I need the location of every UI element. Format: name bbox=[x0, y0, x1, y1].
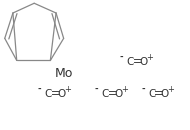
Text: +: + bbox=[64, 85, 71, 94]
Text: +: + bbox=[168, 85, 174, 94]
Text: C: C bbox=[127, 57, 134, 67]
Text: O: O bbox=[139, 57, 147, 67]
Text: -: - bbox=[119, 53, 123, 62]
Text: O: O bbox=[114, 89, 123, 99]
Text: -: - bbox=[94, 85, 98, 94]
Text: -: - bbox=[141, 85, 145, 94]
Text: O: O bbox=[57, 89, 66, 99]
Text: O: O bbox=[161, 89, 169, 99]
Text: C: C bbox=[148, 89, 156, 99]
Text: +: + bbox=[121, 85, 128, 94]
Text: Mo: Mo bbox=[55, 67, 73, 80]
Text: C: C bbox=[102, 89, 109, 99]
Text: -: - bbox=[37, 85, 41, 94]
Text: C: C bbox=[45, 89, 52, 99]
Text: +: + bbox=[146, 53, 153, 62]
